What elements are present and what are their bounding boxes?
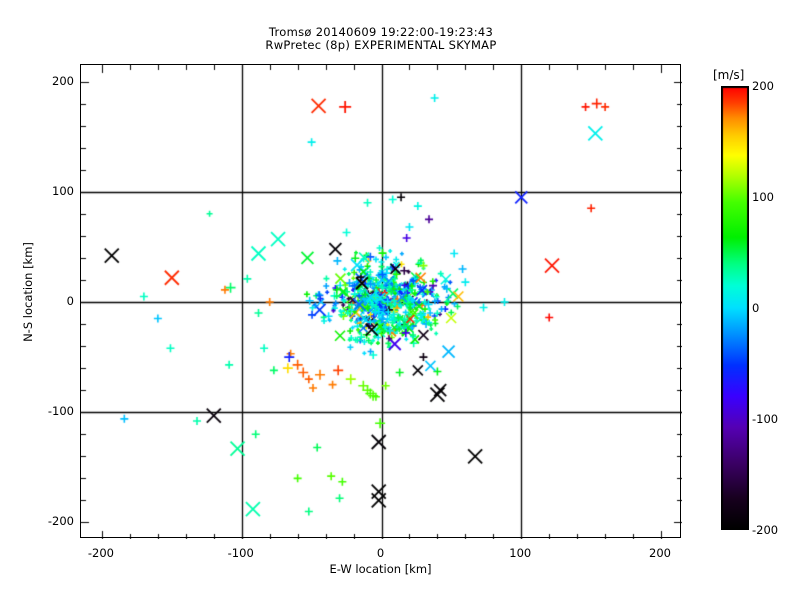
x-tick-label: -100 <box>227 546 254 560</box>
colorbar-tick-label: 200 <box>752 79 774 93</box>
plot-area <box>80 64 682 539</box>
title-line-2: RwPretec (8p) EXPERIMENTAL SKYMAP <box>265 38 497 52</box>
y-tick-label: 0 <box>66 294 74 308</box>
plot-title: Tromsø 20140609 19:22:00-19:23:43 RwPret… <box>80 26 682 52</box>
y-tick-label: -100 <box>47 404 74 419</box>
y-tick-label: -200 <box>47 514 74 529</box>
x-tick-label: 200 <box>649 546 671 560</box>
x-axis-label: E-W location [km] <box>329 562 432 576</box>
y-tick-label: 100 <box>52 183 74 198</box>
x-tick-label: 0 <box>376 546 385 560</box>
colorbar-tick-label: -200 <box>752 523 779 537</box>
colorbar-tick-label: 100 <box>752 190 774 204</box>
y-axis-tick-labels: -200 -100 0 100 200 <box>26 0 74 600</box>
colorbar-unit-label: [m/s] <box>713 68 745 82</box>
colorbar <box>721 86 749 530</box>
title-line-1: Tromsø 20140609 19:22:00-19:23:43 <box>268 25 494 39</box>
y-tick-label: 200 <box>52 73 74 88</box>
colorbar-tick-label: 0 <box>752 301 760 315</box>
x-tick-label: 100 <box>509 546 532 560</box>
scatter-canvas <box>81 65 682 539</box>
colorbar-gradient <box>721 86 749 530</box>
colorbar-tick-label: -100 <box>752 412 779 426</box>
y-axis-label: N-S location [km] <box>21 242 35 342</box>
x-tick-label: -200 <box>87 546 114 560</box>
